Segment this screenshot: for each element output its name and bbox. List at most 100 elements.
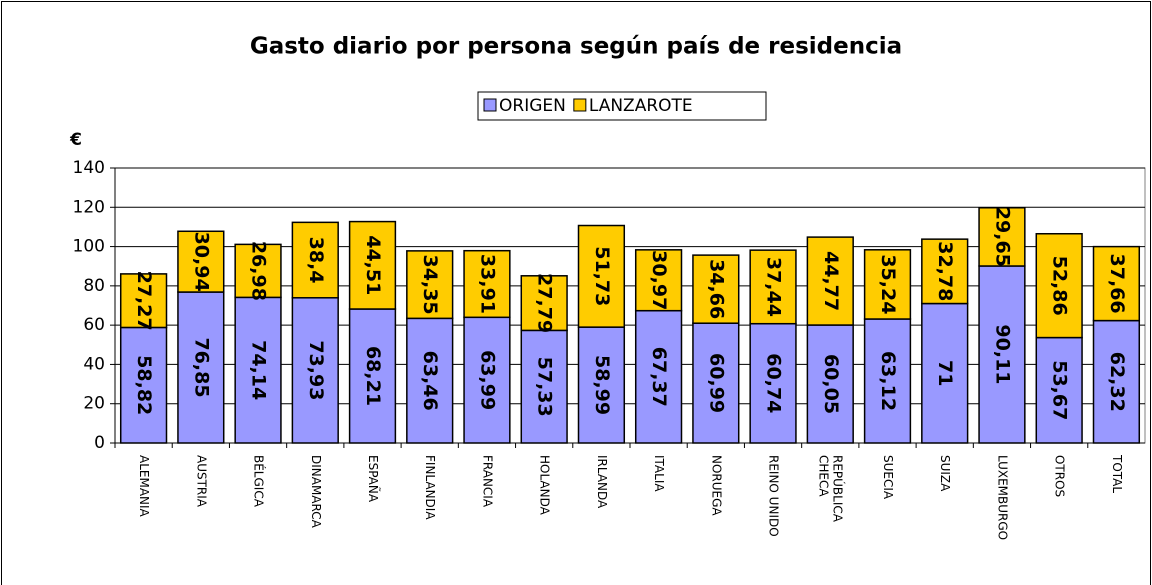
data-label: 44,77 (820, 251, 842, 311)
x-tick-label: SUIZA (938, 455, 952, 492)
x-tick-label: TOTAL (1110, 454, 1124, 493)
data-label: 67,37 (648, 347, 670, 407)
x-tick-label: ALEMANIA (137, 455, 151, 518)
bar-segment (921, 238, 969, 305)
bar-segment (978, 265, 1026, 444)
bar-segment (749, 322, 797, 444)
data-label: 34,66 (705, 259, 727, 319)
x-tick-label: REPÚBLICACHECA (817, 455, 846, 523)
bar-segment (1035, 336, 1083, 444)
data-label: 29,65 (991, 207, 1013, 267)
data-label: 52,86 (1049, 256, 1071, 316)
x-tick-label: ESPAÑA (366, 455, 381, 503)
x-tick-label: OTROS (1053, 455, 1067, 497)
chart-title: Gasto diario por persona según país de r… (250, 34, 902, 60)
data-label: 63,99 (476, 350, 498, 410)
data-label: 30,94 (190, 232, 212, 292)
x-tick-label: FINLANDIA (423, 455, 437, 520)
data-label: 73,93 (305, 340, 327, 400)
data-label: 60,74 (763, 353, 785, 413)
x-tick-label: HOLANDA (538, 455, 552, 516)
legend-swatch (483, 98, 497, 112)
bar-segment (863, 318, 912, 444)
data-label: 27,79 (534, 273, 556, 333)
x-tick-label: FRANCIA (480, 455, 494, 508)
bar-segment (348, 220, 397, 310)
data-label: 33,91 (476, 254, 498, 314)
data-label: 60,99 (705, 353, 727, 413)
bar-segment (348, 308, 397, 444)
bar-segment (863, 249, 912, 320)
data-label: 37,44 (763, 257, 785, 317)
data-label: 35,24 (877, 254, 899, 314)
data-label: 38,4 (305, 237, 327, 284)
plot-area (114, 167, 1146, 444)
data-label: 76,85 (190, 337, 212, 397)
bar-segment (577, 224, 626, 328)
data-label: 58,99 (591, 355, 613, 415)
y-tick-label: 60 (83, 315, 105, 335)
bar-segment (520, 329, 568, 444)
data-label: 74,14 (248, 340, 270, 400)
bar-segment (406, 250, 454, 320)
data-label: 71 (934, 360, 956, 386)
x-tick-label: BÉLGICA (252, 455, 267, 508)
legend-label: ORIGEN (499, 96, 566, 116)
x-tick-label: REINO UNIDO (767, 455, 781, 537)
bar-segment (634, 249, 683, 312)
data-label: 51,73 (591, 246, 613, 306)
bar-segment (291, 221, 339, 299)
data-label: 27,27 (133, 271, 155, 331)
data-label: 60,05 (820, 354, 842, 414)
x-tick-label: NORUEGA (709, 455, 723, 516)
data-label: 58,82 (133, 355, 155, 415)
bar-segment (978, 207, 1026, 267)
x-tick-label: ITALIA (652, 455, 666, 492)
legend-box (477, 91, 767, 121)
legend-label: LANZAROTE (589, 96, 693, 116)
x-tick-label: SUECIA (881, 455, 895, 500)
data-label: 37,66 (1106, 254, 1128, 314)
data-label: 32,78 (934, 241, 956, 301)
bar-segment (749, 249, 797, 325)
legend-swatch (573, 98, 587, 112)
bar-segment (692, 322, 740, 444)
bar-segment (577, 326, 626, 444)
data-label: 30,97 (648, 250, 670, 310)
data-label: 63,12 (877, 351, 899, 411)
y-tick-label: 20 (83, 394, 105, 414)
x-tick-label: IRLANDA (595, 455, 609, 509)
bar-segment (692, 254, 740, 324)
data-label: 53,67 (1049, 360, 1071, 420)
bar-segment (520, 275, 568, 332)
x-tick-label: AUSTRIA (194, 455, 208, 508)
data-label: 62,32 (1106, 352, 1128, 412)
x-tick-label: DINAMARCA (309, 455, 323, 529)
bar-segment (1092, 245, 1141, 322)
data-label: 57,33 (534, 357, 556, 417)
bar-segment (806, 236, 854, 326)
data-label: 44,51 (362, 235, 384, 295)
legend: ORIGEN LANZAROTE (477, 91, 767, 121)
bar-segment (806, 324, 854, 444)
y-tick-label: 0 (94, 433, 105, 453)
y-tick-label: 40 (83, 354, 105, 374)
bar-segment (1035, 232, 1083, 339)
y-tick-label: 80 (83, 276, 105, 296)
bar-segment (921, 302, 969, 444)
bar-segment (634, 309, 683, 444)
data-label: 63,46 (419, 351, 441, 411)
y-tick-label: 100 (73, 237, 105, 257)
bar-segment (463, 316, 511, 444)
data-label: 90,11 (991, 324, 1013, 384)
bar-segment (177, 291, 225, 444)
bar-segment (177, 230, 225, 293)
data-label: 26,98 (248, 241, 270, 301)
bar-segment (291, 297, 339, 444)
bar-segment (463, 249, 511, 319)
y-tick-label: 120 (73, 197, 105, 217)
y-tick-label: 140 (73, 158, 105, 178)
bar-segment (234, 243, 282, 299)
